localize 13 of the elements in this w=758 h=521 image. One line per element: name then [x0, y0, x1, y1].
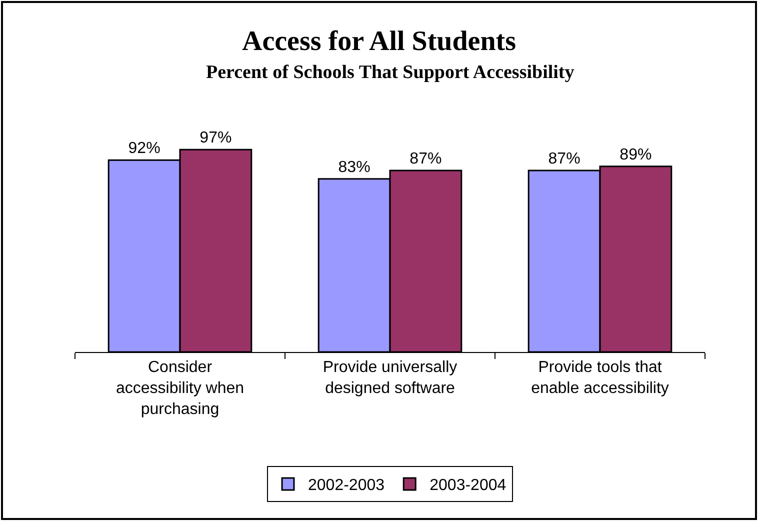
data-label: 89%	[620, 146, 652, 164]
data-label: 87%	[410, 150, 442, 168]
x-tick-label: Consider accessibility when purchasing	[116, 359, 244, 418]
legend-label: 2003-2004	[430, 477, 506, 494]
data-label: 83%	[338, 158, 370, 176]
x-tick-label: Provide tools that enable accessibility	[531, 359, 669, 397]
legend-label: 2002-2003	[308, 477, 385, 494]
chart-subtitle: Percent of Schools That Support Accessibility	[206, 62, 575, 83]
data-label: 87%	[548, 150, 580, 168]
data-label: 92%	[128, 140, 160, 158]
x-tick-label: Provide universally designed software	[322, 359, 458, 397]
data-label: 97%	[200, 130, 232, 147]
chart-title: Access for All Students	[242, 26, 516, 57]
